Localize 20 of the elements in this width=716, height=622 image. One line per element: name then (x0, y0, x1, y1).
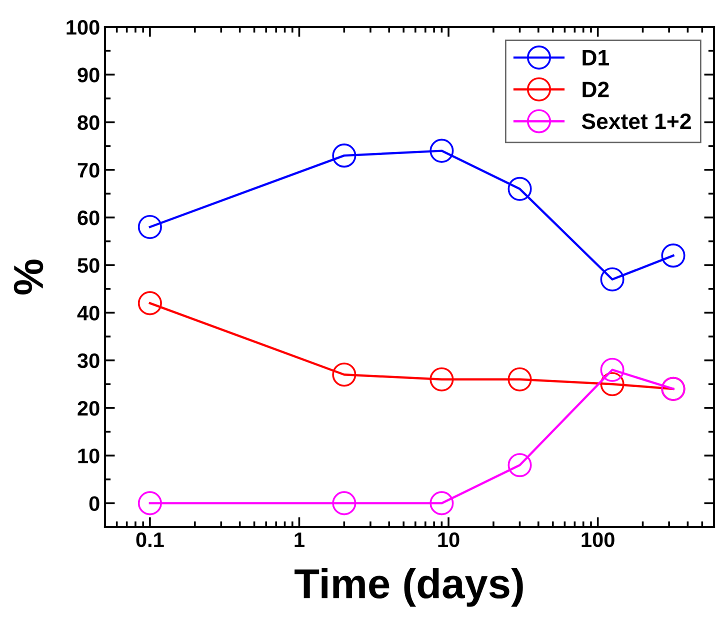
y-tick-label: 100 (66, 20, 100, 35)
y-tick-label: 60 (78, 210, 100, 226)
x-tick-label: 10 (438, 532, 460, 548)
y-tick-label: 50 (78, 258, 100, 273)
y-tick-label: 10 (78, 448, 100, 464)
x-tick-label: 100 (582, 532, 614, 548)
y-tick-label: 20 (78, 400, 100, 416)
y-axis-title: % (14, 260, 44, 294)
legend-label: D2 (582, 82, 609, 98)
x-tick-label: 0.1 (136, 532, 164, 548)
y-tick-label: 80 (78, 115, 100, 130)
y-tick-label: 90 (78, 68, 100, 82)
x-tick-label: 1 (294, 532, 304, 547)
legend-label: Sextet 1+2 (582, 113, 691, 130)
y-tick-label: 40 (77, 306, 100, 320)
x-axis-title: Time (days) (294, 568, 523, 607)
y-tick-label: 70 (78, 162, 100, 178)
y-tick-label: 0 (89, 496, 100, 511)
y-tick-label: 30 (77, 353, 100, 368)
legend-label: D1 (582, 50, 610, 66)
